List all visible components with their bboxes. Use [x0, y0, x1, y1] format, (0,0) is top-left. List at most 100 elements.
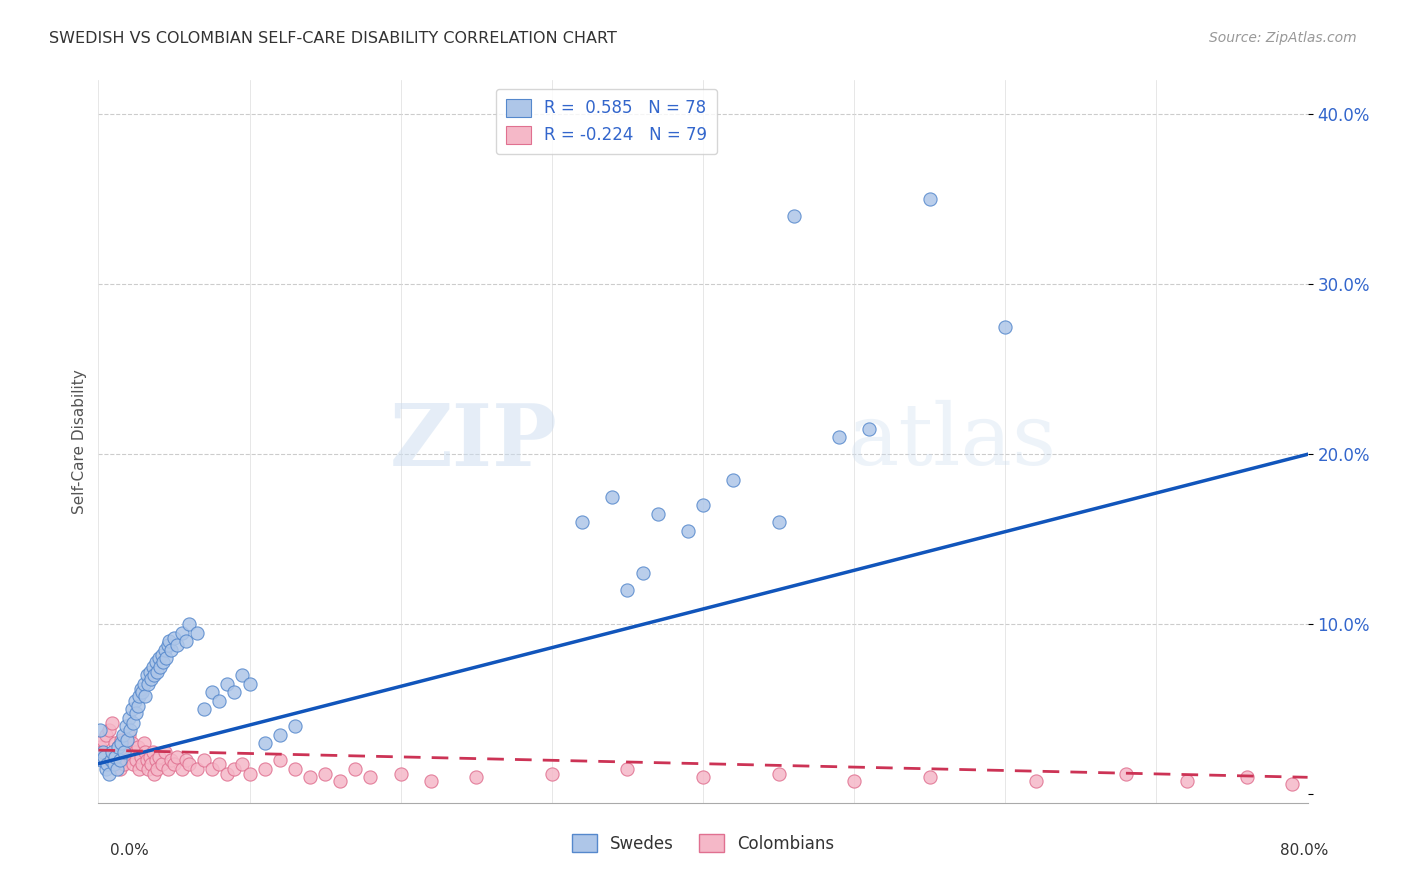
Point [389, 767, 412, 781]
Point [89, 723, 111, 737]
Point [215, 767, 238, 781]
Point [1236, 770, 1258, 784]
Point [215, 677, 238, 691]
Point [129, 750, 152, 764]
Point [768, 767, 790, 781]
Point [134, 745, 156, 759]
Point [150, 756, 173, 771]
Point [125, 706, 148, 720]
Text: 0.0%: 0.0% [110, 843, 149, 858]
Point [101, 745, 124, 759]
Point [269, 728, 291, 742]
Point [96, 756, 118, 771]
Point [676, 524, 699, 538]
Point [783, 209, 806, 223]
Point [150, 648, 173, 662]
Point [103, 756, 125, 771]
Point [115, 745, 138, 759]
Point [1024, 773, 1046, 788]
Point [299, 770, 322, 784]
Point [122, 756, 145, 771]
Point [118, 728, 141, 742]
Point [132, 677, 155, 691]
Point [284, 762, 307, 776]
Point [647, 507, 669, 521]
Point [253, 762, 276, 776]
Point [170, 625, 193, 640]
Point [100, 753, 122, 767]
Point [121, 702, 143, 716]
Point [131, 756, 153, 771]
Point [858, 422, 880, 436]
Point [107, 739, 129, 754]
Point [110, 732, 132, 747]
Point [239, 677, 262, 691]
Point [768, 516, 790, 530]
Text: ZIP: ZIP [389, 400, 558, 483]
Point [132, 736, 155, 750]
Point [121, 736, 143, 750]
Point [153, 642, 176, 657]
Point [160, 642, 183, 657]
Point [128, 689, 150, 703]
Point [163, 756, 186, 771]
Point [616, 583, 638, 598]
Point [231, 756, 253, 771]
Point [141, 672, 163, 686]
Point [253, 736, 276, 750]
Point [166, 750, 188, 764]
Point [149, 660, 172, 674]
Point [141, 756, 163, 771]
Point [166, 638, 188, 652]
Point [104, 750, 127, 764]
Point [692, 770, 714, 784]
Point [142, 745, 165, 759]
Point [139, 750, 162, 764]
Point [124, 745, 146, 759]
Point [136, 677, 159, 691]
Point [186, 625, 208, 640]
Point [156, 762, 179, 776]
Point [844, 773, 866, 788]
Point [103, 745, 125, 759]
Point [118, 711, 141, 725]
Point [723, 473, 745, 487]
Point [142, 660, 165, 674]
Point [1281, 777, 1303, 791]
Point [148, 651, 170, 665]
Text: SWEDISH VS COLOMBIAN SELF-CARE DISABILITY CORRELATION CHART: SWEDISH VS COLOMBIAN SELF-CARE DISABILIT… [49, 31, 617, 46]
Point [96, 750, 118, 764]
Point [122, 715, 145, 730]
Point [114, 739, 136, 754]
Point [91, 732, 114, 747]
Point [155, 651, 177, 665]
Point [193, 702, 215, 716]
Point [134, 689, 156, 703]
Point [174, 634, 197, 648]
Point [120, 723, 142, 737]
Point [231, 668, 253, 682]
Point [571, 516, 593, 530]
Point [146, 762, 169, 776]
Point [111, 728, 134, 742]
Point [156, 638, 179, 652]
Point [174, 753, 197, 767]
Point [105, 750, 128, 764]
Legend: Swedes, Colombians: Swedes, Colombians [565, 828, 841, 860]
Point [115, 732, 138, 747]
Point [208, 694, 231, 708]
Point [127, 739, 149, 754]
Point [125, 753, 148, 767]
Point [98, 723, 121, 737]
Point [136, 762, 159, 776]
Point [120, 750, 142, 764]
Point [143, 767, 166, 781]
Point [186, 762, 208, 776]
Point [89, 739, 111, 754]
Text: Source: ZipAtlas.com: Source: ZipAtlas.com [1209, 31, 1357, 45]
Point [224, 685, 246, 699]
Point [994, 319, 1017, 334]
Point [91, 745, 114, 759]
Point [98, 767, 121, 781]
Point [329, 773, 352, 788]
